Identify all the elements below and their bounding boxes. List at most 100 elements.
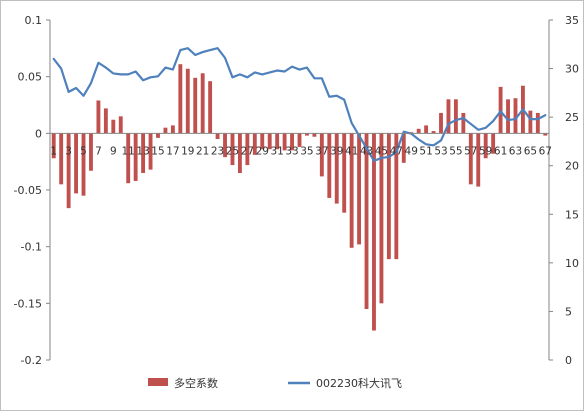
bar <box>379 133 384 304</box>
bar <box>163 127 168 134</box>
bar <box>364 133 369 309</box>
bar <box>290 133 294 151</box>
x-tick-label: 35 <box>300 145 313 157</box>
x-tick-label: 29 <box>256 145 269 157</box>
bar <box>334 133 339 204</box>
x-tick-label: 13 <box>136 145 149 157</box>
bar <box>461 112 466 134</box>
x-tick-label: 25 <box>226 145 239 157</box>
bar-series <box>51 64 548 331</box>
x-tick-label: 11 <box>122 145 135 157</box>
bar <box>513 98 518 134</box>
legend-bar-swatch <box>148 378 168 386</box>
left-tick-label: -0.1 <box>21 241 42 254</box>
x-tick-label: 1 <box>50 145 57 157</box>
x-tick-label: 5 <box>80 145 87 157</box>
x-tick-label: 41 <box>345 145 358 157</box>
bar <box>424 125 429 134</box>
legend: 多空系数 002230科大讯飞 <box>148 376 402 390</box>
left-tick-label: -0.05 <box>14 184 42 197</box>
bar <box>74 133 79 194</box>
bar <box>386 133 391 260</box>
bar <box>223 133 227 158</box>
right-tick-label: 15 <box>565 208 579 221</box>
bar <box>439 112 443 134</box>
bar <box>394 133 399 260</box>
x-tick-label: 65 <box>524 145 537 157</box>
x-tick-label: 55 <box>449 145 462 157</box>
bar <box>372 133 376 331</box>
bar <box>185 68 190 134</box>
x-tick-label: 17 <box>166 145 179 157</box>
legend-line-label: 002230科大讯飞 <box>316 376 402 390</box>
bar <box>342 133 347 213</box>
bar <box>297 133 302 147</box>
bar <box>535 112 540 134</box>
right-tick-label: 30 <box>565 63 579 76</box>
x-tick-label: 21 <box>196 145 209 157</box>
bar <box>89 133 93 171</box>
bar <box>59 133 64 185</box>
left-tick-label: 0.05 <box>18 71 43 84</box>
bar <box>312 133 317 137</box>
x-tick-label: 45 <box>375 145 388 157</box>
bar <box>416 128 421 134</box>
bar <box>156 133 160 138</box>
right-tick-label: 0 <box>565 354 572 367</box>
bar <box>506 99 510 134</box>
x-tick-label: 53 <box>434 145 447 157</box>
x-tick-label: 51 <box>419 145 432 157</box>
bar <box>267 133 272 150</box>
bar <box>453 99 458 134</box>
bar <box>357 133 362 245</box>
bar <box>260 133 265 150</box>
left-tick-label: 0 <box>35 127 42 140</box>
bar <box>491 133 496 154</box>
legend-bar-label: 多空系数 <box>174 376 218 390</box>
bar <box>446 99 451 134</box>
bar <box>431 131 436 134</box>
bar <box>252 133 257 155</box>
price-line <box>52 47 547 162</box>
x-tick-label: 27 <box>241 145 254 157</box>
bar <box>230 133 235 166</box>
bar <box>126 133 131 184</box>
bar <box>476 133 481 187</box>
bar <box>66 133 71 209</box>
bar <box>237 133 242 173</box>
x-tick-label: 61 <box>494 145 507 157</box>
bar <box>543 133 548 136</box>
x-tick-label: 63 <box>509 145 522 157</box>
bar <box>81 133 86 196</box>
bar <box>528 110 533 134</box>
x-tick-label: 43 <box>360 145 373 157</box>
x-tick-label: 57 <box>464 145 477 157</box>
x-tick-label: 23 <box>211 145 224 157</box>
left-tick-label: 0.1 <box>25 14 43 27</box>
axes: -0.2-0.15-0.1-0.0500.050.105101520253035… <box>14 14 579 367</box>
right-tick-label: 20 <box>565 160 579 173</box>
bar <box>111 119 116 134</box>
bar <box>275 133 280 150</box>
right-tick-label: 35 <box>565 14 579 27</box>
bar <box>133 133 138 181</box>
bar <box>282 133 287 151</box>
bar <box>148 133 153 170</box>
left-tick-label: -0.2 <box>21 354 42 367</box>
right-tick-label: 5 <box>565 305 572 318</box>
x-tick-label: 33 <box>285 145 298 157</box>
bar <box>178 64 183 134</box>
bar <box>96 100 101 134</box>
bar <box>215 133 220 139</box>
x-tick-label: 39 <box>330 145 343 157</box>
x-tick-label: 67 <box>539 145 552 157</box>
bar <box>401 133 406 163</box>
bar <box>349 133 354 248</box>
bar <box>193 77 198 134</box>
bar <box>200 73 205 134</box>
x-tick-label: 15 <box>151 145 164 157</box>
bar <box>483 133 488 159</box>
left-tick-label: -0.15 <box>14 297 42 310</box>
